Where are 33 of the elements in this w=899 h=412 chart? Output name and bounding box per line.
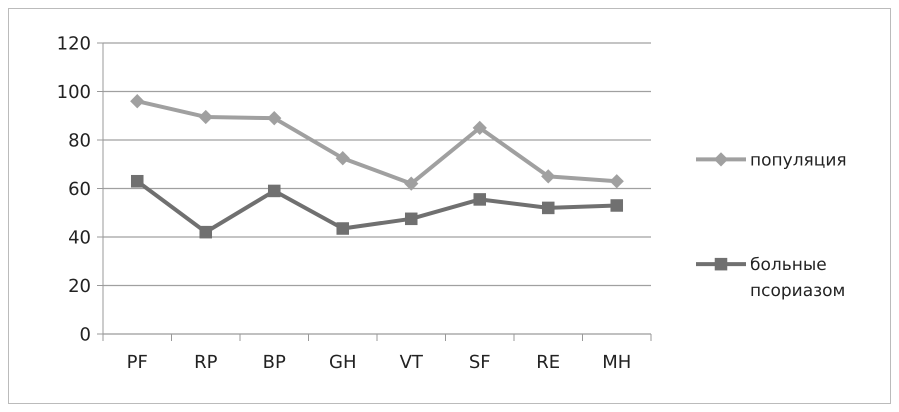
x-tick-label: GH — [329, 352, 356, 373]
point — [267, 111, 282, 126]
point — [473, 193, 486, 206]
y-tick-label: 0 — [80, 324, 91, 346]
x-tick-label: RE — [536, 352, 560, 373]
point — [542, 202, 555, 214]
point — [130, 174, 144, 188]
point — [404, 212, 418, 226]
legend-label: больные псориазом — [750, 255, 846, 302]
y-tick-label: 40 — [68, 227, 91, 248]
point — [610, 174, 624, 188]
point — [268, 184, 281, 198]
x-tick-label: BP — [262, 352, 286, 373]
x-tick-label: SF — [468, 352, 491, 373]
y-tick-label: 100 — [56, 82, 91, 103]
x-tick-label: PF — [126, 352, 148, 373]
x-tick-label: RP — [194, 352, 218, 373]
point — [610, 199, 624, 212]
point — [472, 120, 487, 136]
y-tick-label: 80 — [68, 130, 91, 152]
point — [336, 151, 350, 166]
y-tick-label: 60 — [68, 178, 91, 200]
x-tick-label: MH — [602, 352, 632, 373]
point — [404, 176, 418, 191]
y-tick-label: 20 — [68, 276, 91, 297]
point — [541, 169, 556, 184]
point — [130, 94, 144, 108]
legend-label: популяция — [750, 150, 847, 170]
y-tick-label: 120 — [56, 33, 91, 54]
point — [336, 222, 350, 235]
x-tick-label: VT — [400, 352, 424, 373]
point — [198, 110, 213, 124]
point — [199, 226, 212, 238]
